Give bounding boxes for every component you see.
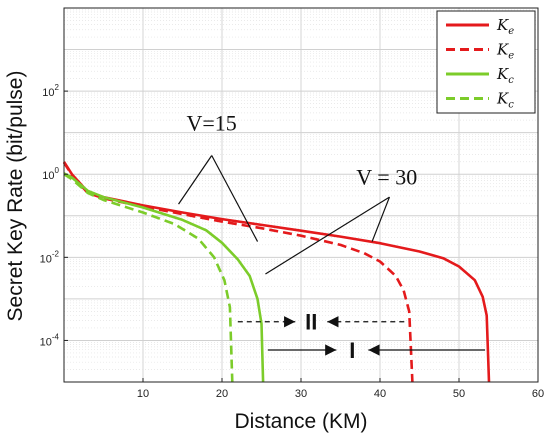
- x-tick-label: 40: [374, 388, 386, 400]
- series-line-2: [62, 161, 414, 383]
- y-tick-label: 10-4: [40, 332, 60, 348]
- y-axis-label: Secret Key Rate (bit/pulse): [4, 71, 27, 322]
- legend-label-1: Ke: [496, 16, 514, 37]
- y-tick-label: 10-2: [40, 249, 60, 265]
- region-arrowhead-in-left-1: [284, 316, 296, 328]
- series-line-3: [63, 172, 265, 383]
- region-arrowhead-in-left-2: [325, 344, 337, 356]
- region-label: II: [305, 310, 317, 335]
- legend-label-2: Ke: [496, 41, 514, 62]
- region-arrowhead-in-right-2: [368, 344, 380, 356]
- annotation-leader-2-1: [265, 196, 390, 275]
- annotation-label: V = 30: [356, 165, 417, 190]
- annotation-leader-2-2: [371, 196, 391, 242]
- legend-box: [436, 10, 536, 114]
- legend-label-3: Kc: [496, 65, 514, 86]
- annotation-label: V=15: [186, 111, 236, 136]
- y-tick-label: 102: [42, 83, 59, 99]
- annotation-leader-1-1: [178, 155, 213, 205]
- x-tick-label: 50: [453, 388, 465, 400]
- region-label: I: [349, 338, 355, 363]
- x-tick-label: 60: [532, 388, 544, 400]
- region-arrowhead-in-right-1: [327, 316, 339, 328]
- legend: Ke Ke Kc Kc: [436, 10, 536, 114]
- y-tick-label: 100: [42, 166, 59, 182]
- annotation-leader-1-2: [211, 155, 259, 242]
- x-tick-label: 20: [216, 388, 228, 400]
- x-tick-label: 10: [137, 388, 149, 400]
- x-axis-label: Distance (KM): [234, 410, 367, 433]
- series-layer: [62, 161, 491, 383]
- ticks: 10 20 30 40 50 60 102 100 10-2 10-4: [40, 83, 545, 400]
- legend-label-4: Kc: [496, 90, 514, 111]
- x-tick-label: 30: [295, 388, 307, 400]
